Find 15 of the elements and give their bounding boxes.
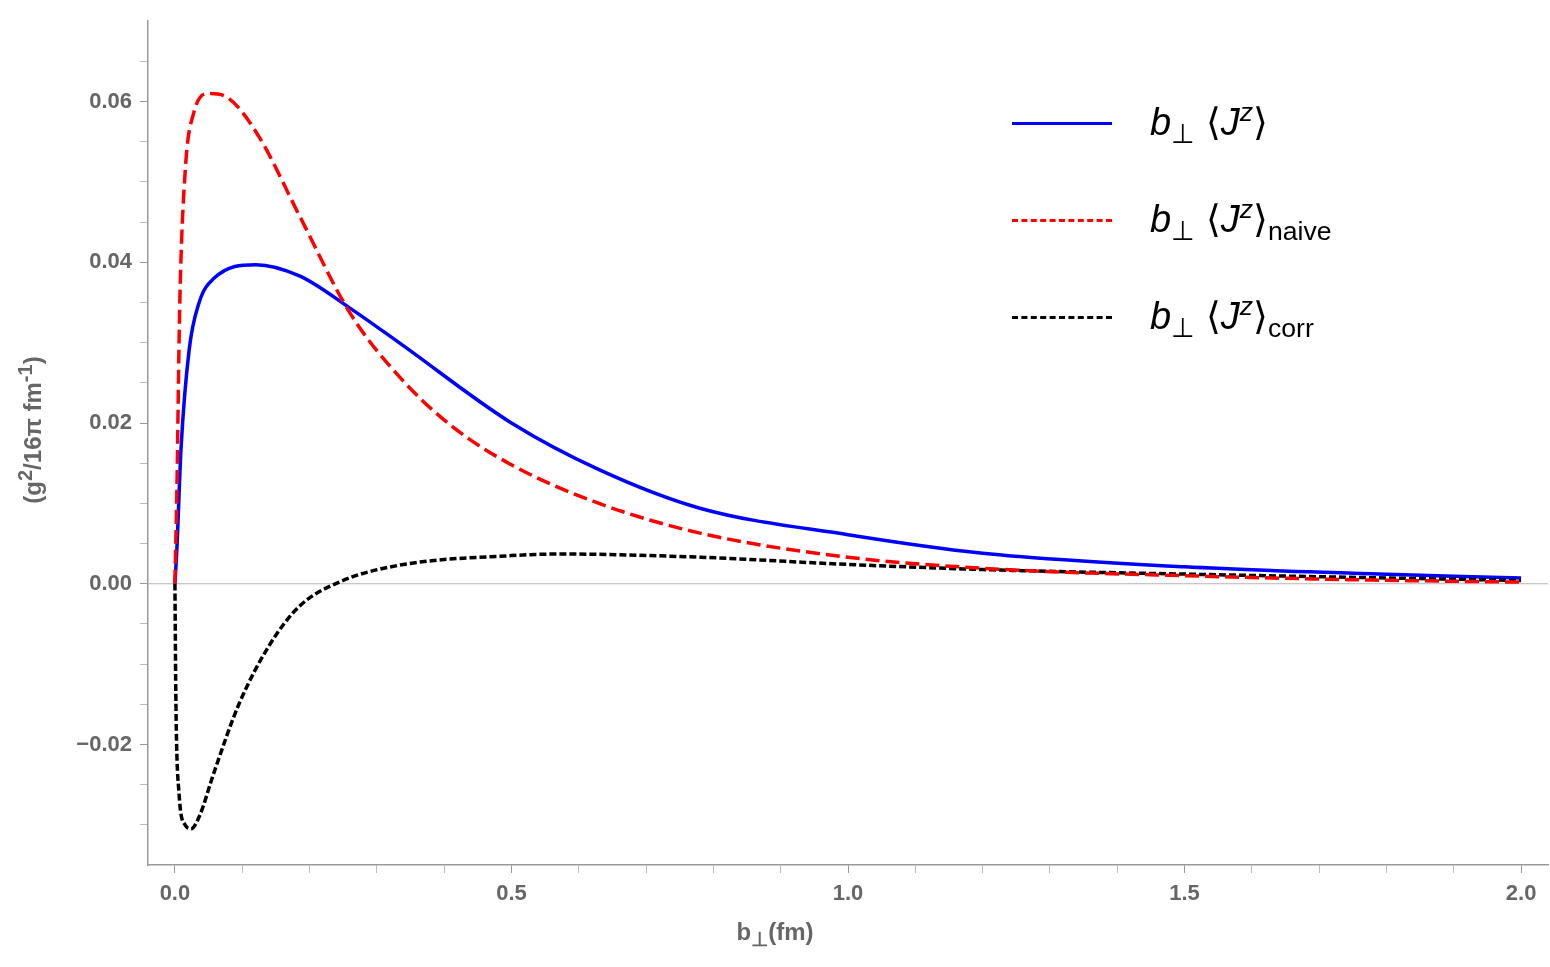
x-tick-label: 1.5 (1169, 880, 1200, 906)
x-tick-label: 1.0 (832, 880, 864, 906)
y-tick-label: 0.04 (89, 248, 133, 274)
legend-label: b$_{⊥}$ ⟨J$^{z}$⟩$_{corr}$ (1150, 290, 1314, 345)
x-axis-title: b$_{⊥}$(fm) (735, 918, 815, 951)
y-tick-label: 0.00 (89, 569, 132, 595)
y-tick-label: 0.02 (89, 409, 132, 435)
x-tick-label: 2.0 (1505, 880, 1537, 906)
x-tick-label: 0.0 (159, 880, 191, 906)
y-tick-label: 0.06 (89, 87, 132, 113)
x-tick-label: 0.5 (496, 880, 527, 906)
line-series (173, 552, 1523, 831)
legend-label: b$_{⊥}$ ⟨J$^{z}$⟩$_{naive}$ (1150, 193, 1332, 248)
y-tick-label: −0.02 (76, 730, 132, 756)
legend-label: b$_{⊥}$ ⟨J$^{z}$⟩ (1150, 96, 1268, 151)
